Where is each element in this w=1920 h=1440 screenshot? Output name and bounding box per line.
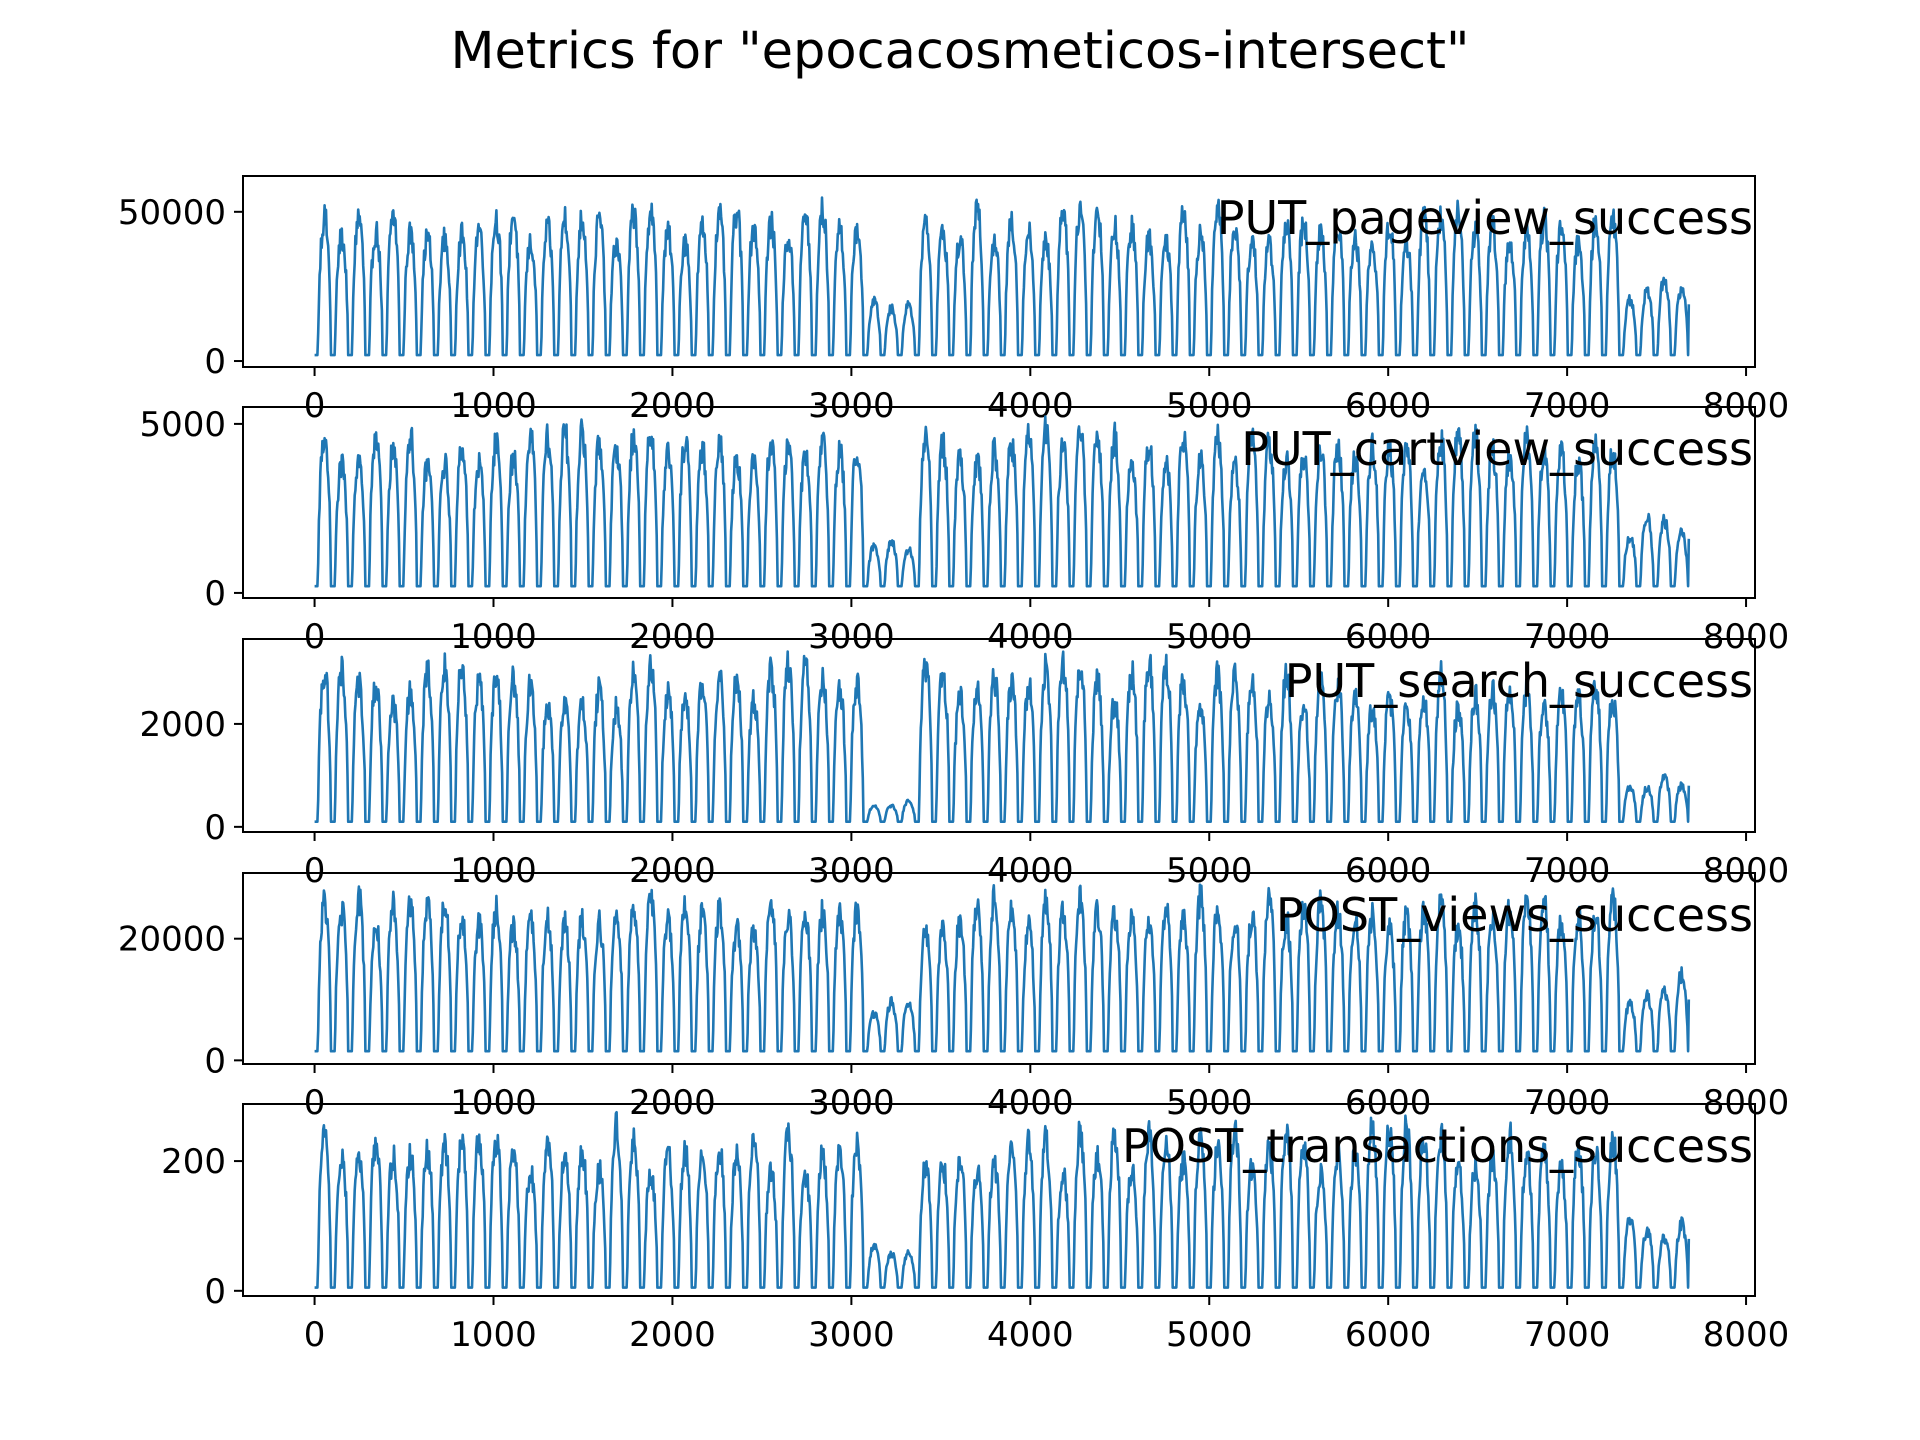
x-tick-label: 8000 — [1703, 1315, 1790, 1355]
y-tick-label: 0 — [204, 574, 226, 614]
subplot-3: 0 2000 0 1000 2000 3000 4000 5000 6000 7000 8000 PU… — [139, 638, 1790, 891]
chart-title: Metrics for "epocacosmeticos-intersect" — [450, 22, 1470, 81]
axes-frame — [242, 406, 1756, 599]
y-tick-label: 2000 — [139, 705, 226, 745]
axes-frame — [242, 1103, 1756, 1297]
series-line — [314, 1110, 1691, 1289]
x-tick-label: 2000 — [629, 1315, 716, 1355]
x-tick-label: 6000 — [1345, 1315, 1432, 1355]
x-tick-label: 0 — [304, 851, 326, 891]
axes-frame — [242, 638, 1756, 833]
series-label: POST_transactions_success — [1122, 1119, 1753, 1173]
x-tick-label: 8000 — [1703, 851, 1790, 891]
y-tick-label: 0 — [204, 1272, 226, 1312]
x-tick-label: 5000 — [1166, 617, 1253, 657]
x-tick-label: 5000 — [1166, 1315, 1253, 1355]
x-tick-label: 2000 — [629, 617, 716, 657]
x-tick-label: 4000 — [987, 617, 1074, 657]
series-label: PUT_search_success — [1285, 654, 1753, 708]
series-label: POST_views_success — [1276, 888, 1753, 942]
axes-frame — [242, 872, 1756, 1065]
x-tick-label: 1000 — [450, 851, 537, 891]
series-line — [314, 415, 1691, 588]
y-tick-label: 20000 — [118, 920, 226, 960]
series-line — [314, 650, 1691, 823]
x-tick-label: 3000 — [808, 851, 895, 891]
y-tick-label: 0 — [204, 342, 226, 382]
y-tick-label: 5000 — [139, 405, 226, 445]
x-tick-label: 0 — [304, 617, 326, 657]
x-tick-label: 6000 — [1345, 851, 1432, 891]
x-tick-label: 3000 — [808, 1315, 895, 1355]
x-tick-label: 6000 — [1345, 617, 1432, 657]
x-tick-label: 5000 — [1166, 851, 1253, 891]
x-tick-label: 7000 — [1524, 1315, 1611, 1355]
x-tick-label: 2000 — [629, 851, 716, 891]
y-tick-label: 0 — [204, 1041, 226, 1081]
x-tick-label: 7000 — [1524, 851, 1611, 891]
x-tick-label: 0 — [304, 1315, 326, 1355]
x-tick-label: 4000 — [987, 1315, 1074, 1355]
series-label: PUT_cartview_success — [1241, 422, 1753, 476]
y-tick-label: 50000 — [118, 193, 226, 233]
y-tick-label: 200 — [161, 1142, 226, 1182]
series-line — [314, 883, 1691, 1053]
axes-frame — [242, 175, 1756, 368]
x-tick-label: 1000 — [450, 617, 537, 657]
x-tick-label: 7000 — [1524, 617, 1611, 657]
subplot-2: 0 5000 0 1000 2000 3000 4000 5000 6000 7000 8000 PU… — [139, 405, 1789, 657]
x-tick-label: 1000 — [450, 1315, 537, 1355]
x-tick-label: 8000 — [1703, 617, 1790, 657]
series-line — [314, 196, 1691, 357]
x-tick-label: 4000 — [987, 851, 1074, 891]
y-tick-label: 0 — [204, 808, 226, 848]
series-label: PUT_pageview_success — [1217, 191, 1753, 245]
x-tick-label: 3000 — [808, 617, 895, 657]
